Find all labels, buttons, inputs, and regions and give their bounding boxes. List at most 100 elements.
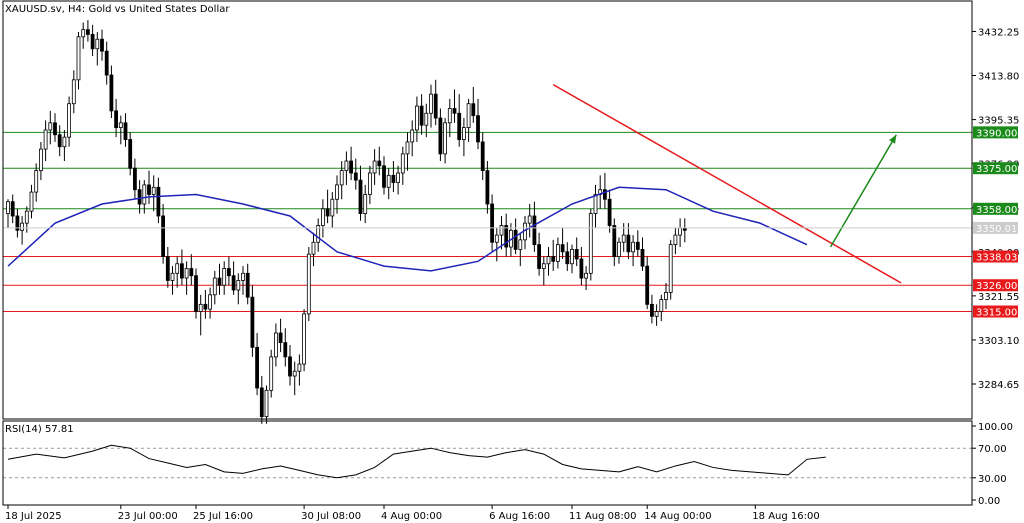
- candle: [269, 349, 274, 398]
- bear-candle-body: [15, 215, 20, 231]
- candle: [414, 96, 419, 142]
- candle: [443, 118, 448, 164]
- candle: [485, 161, 490, 214]
- bear-candle-body: [532, 215, 537, 246]
- candle: [241, 266, 245, 295]
- bull-candle-body: [20, 222, 25, 231]
- rsi-axis-label: 0.00: [978, 496, 1000, 507]
- bull-candle-body: [273, 332, 278, 358]
- candle: [410, 120, 415, 157]
- bull-candle-body: [588, 213, 593, 274]
- bear-candle-body: [100, 38, 104, 52]
- bull-candle-body: [95, 38, 100, 50]
- bull-candle-body: [499, 225, 504, 236]
- bull-candle-body: [546, 256, 551, 265]
- candle: [447, 98, 452, 138]
- candle: [147, 170, 151, 205]
- bear-candle-body: [382, 165, 386, 188]
- bear-candle-body: [114, 110, 118, 128]
- bear-candle-body: [560, 244, 565, 253]
- price-pane: [3, 20, 972, 424]
- candle: [288, 344, 292, 386]
- bear-candle-body: [640, 249, 645, 267]
- candle: [222, 261, 227, 295]
- candle: [405, 132, 410, 171]
- candle: [39, 141, 43, 181]
- bull-candle-body: [292, 370, 297, 377]
- bull-candle-body: [208, 294, 213, 310]
- candle: [86, 20, 90, 42]
- candle: [377, 146, 382, 176]
- level-tag: [973, 162, 1018, 175]
- candle: [461, 118, 466, 157]
- candle: [71, 70, 76, 114]
- projection-arrow-head: [889, 134, 897, 144]
- bull-candle-body: [48, 122, 53, 131]
- bear-candle-body: [565, 251, 570, 265]
- candle: [419, 94, 424, 135]
- bull-candle-body: [142, 184, 147, 205]
- level-tag-label: 3326.00: [976, 281, 1017, 292]
- candle: [429, 84, 433, 128]
- level-tag: [973, 305, 1018, 318]
- bull-candle-body: [443, 122, 448, 155]
- bear-candle-body: [513, 229, 518, 250]
- time-axis-label: 4 Aug 00:00: [381, 511, 442, 522]
- candle: [537, 232, 541, 276]
- candle: [560, 227, 565, 259]
- candle: [292, 361, 297, 396]
- bull-candle-body: [344, 160, 349, 171]
- bull-candle-body: [673, 234, 678, 246]
- candle: [335, 175, 339, 214]
- candle: [306, 247, 311, 322]
- rsi-line: [7, 444, 826, 479]
- bear-candle-body: [109, 74, 114, 112]
- bear-candle-body: [607, 198, 612, 226]
- candle: [400, 146, 405, 185]
- candle: [466, 98, 471, 142]
- bull-candle-body: [429, 93, 433, 114]
- bear-candle-body: [259, 387, 264, 418]
- bull-candle-body: [118, 122, 123, 128]
- bull-candle-body: [372, 160, 377, 174]
- candle: [574, 237, 579, 267]
- candle: [198, 294, 203, 336]
- candle: [212, 270, 217, 305]
- candle: [626, 223, 631, 259]
- candle: [184, 261, 189, 295]
- candle: [424, 103, 429, 138]
- bull-candle-body: [659, 299, 664, 312]
- candle: [151, 175, 156, 212]
- price-axis-label: 3413.80: [978, 72, 1019, 83]
- current-price-label: 3350.01: [976, 224, 1017, 235]
- bear-candle-body: [165, 256, 170, 281]
- candle: [208, 287, 213, 319]
- bull-candle-body: [330, 198, 335, 217]
- bear-candle-body: [349, 160, 354, 174]
- bull-candle-body: [335, 184, 339, 200]
- candle: [132, 158, 137, 200]
- candle: [189, 254, 194, 286]
- bull-candle-body: [175, 263, 180, 274]
- bull-candle-body: [81, 29, 86, 38]
- candle: [382, 156, 386, 195]
- bull-candle-body: [668, 244, 673, 293]
- candle: [297, 354, 302, 386]
- candle: [551, 239, 556, 271]
- bear-candle-body: [250, 296, 255, 348]
- bull-candle-body: [62, 136, 67, 148]
- bull-candle-body: [461, 127, 466, 140]
- bull-candle-body: [494, 234, 499, 243]
- bear-candle-body: [358, 179, 363, 214]
- bear-candle-body: [283, 342, 288, 358]
- bear-candle-body: [255, 346, 260, 389]
- bear-candle-body: [612, 225, 617, 257]
- bear-candle-body: [194, 275, 198, 312]
- bear-candle-body: [471, 103, 476, 117]
- level-tag: [973, 250, 1018, 263]
- time-axis-label: 18 Jul 2025: [5, 511, 62, 522]
- candle: [302, 309, 307, 372]
- candle: [118, 115, 123, 145]
- bull-candle-body: [6, 201, 10, 214]
